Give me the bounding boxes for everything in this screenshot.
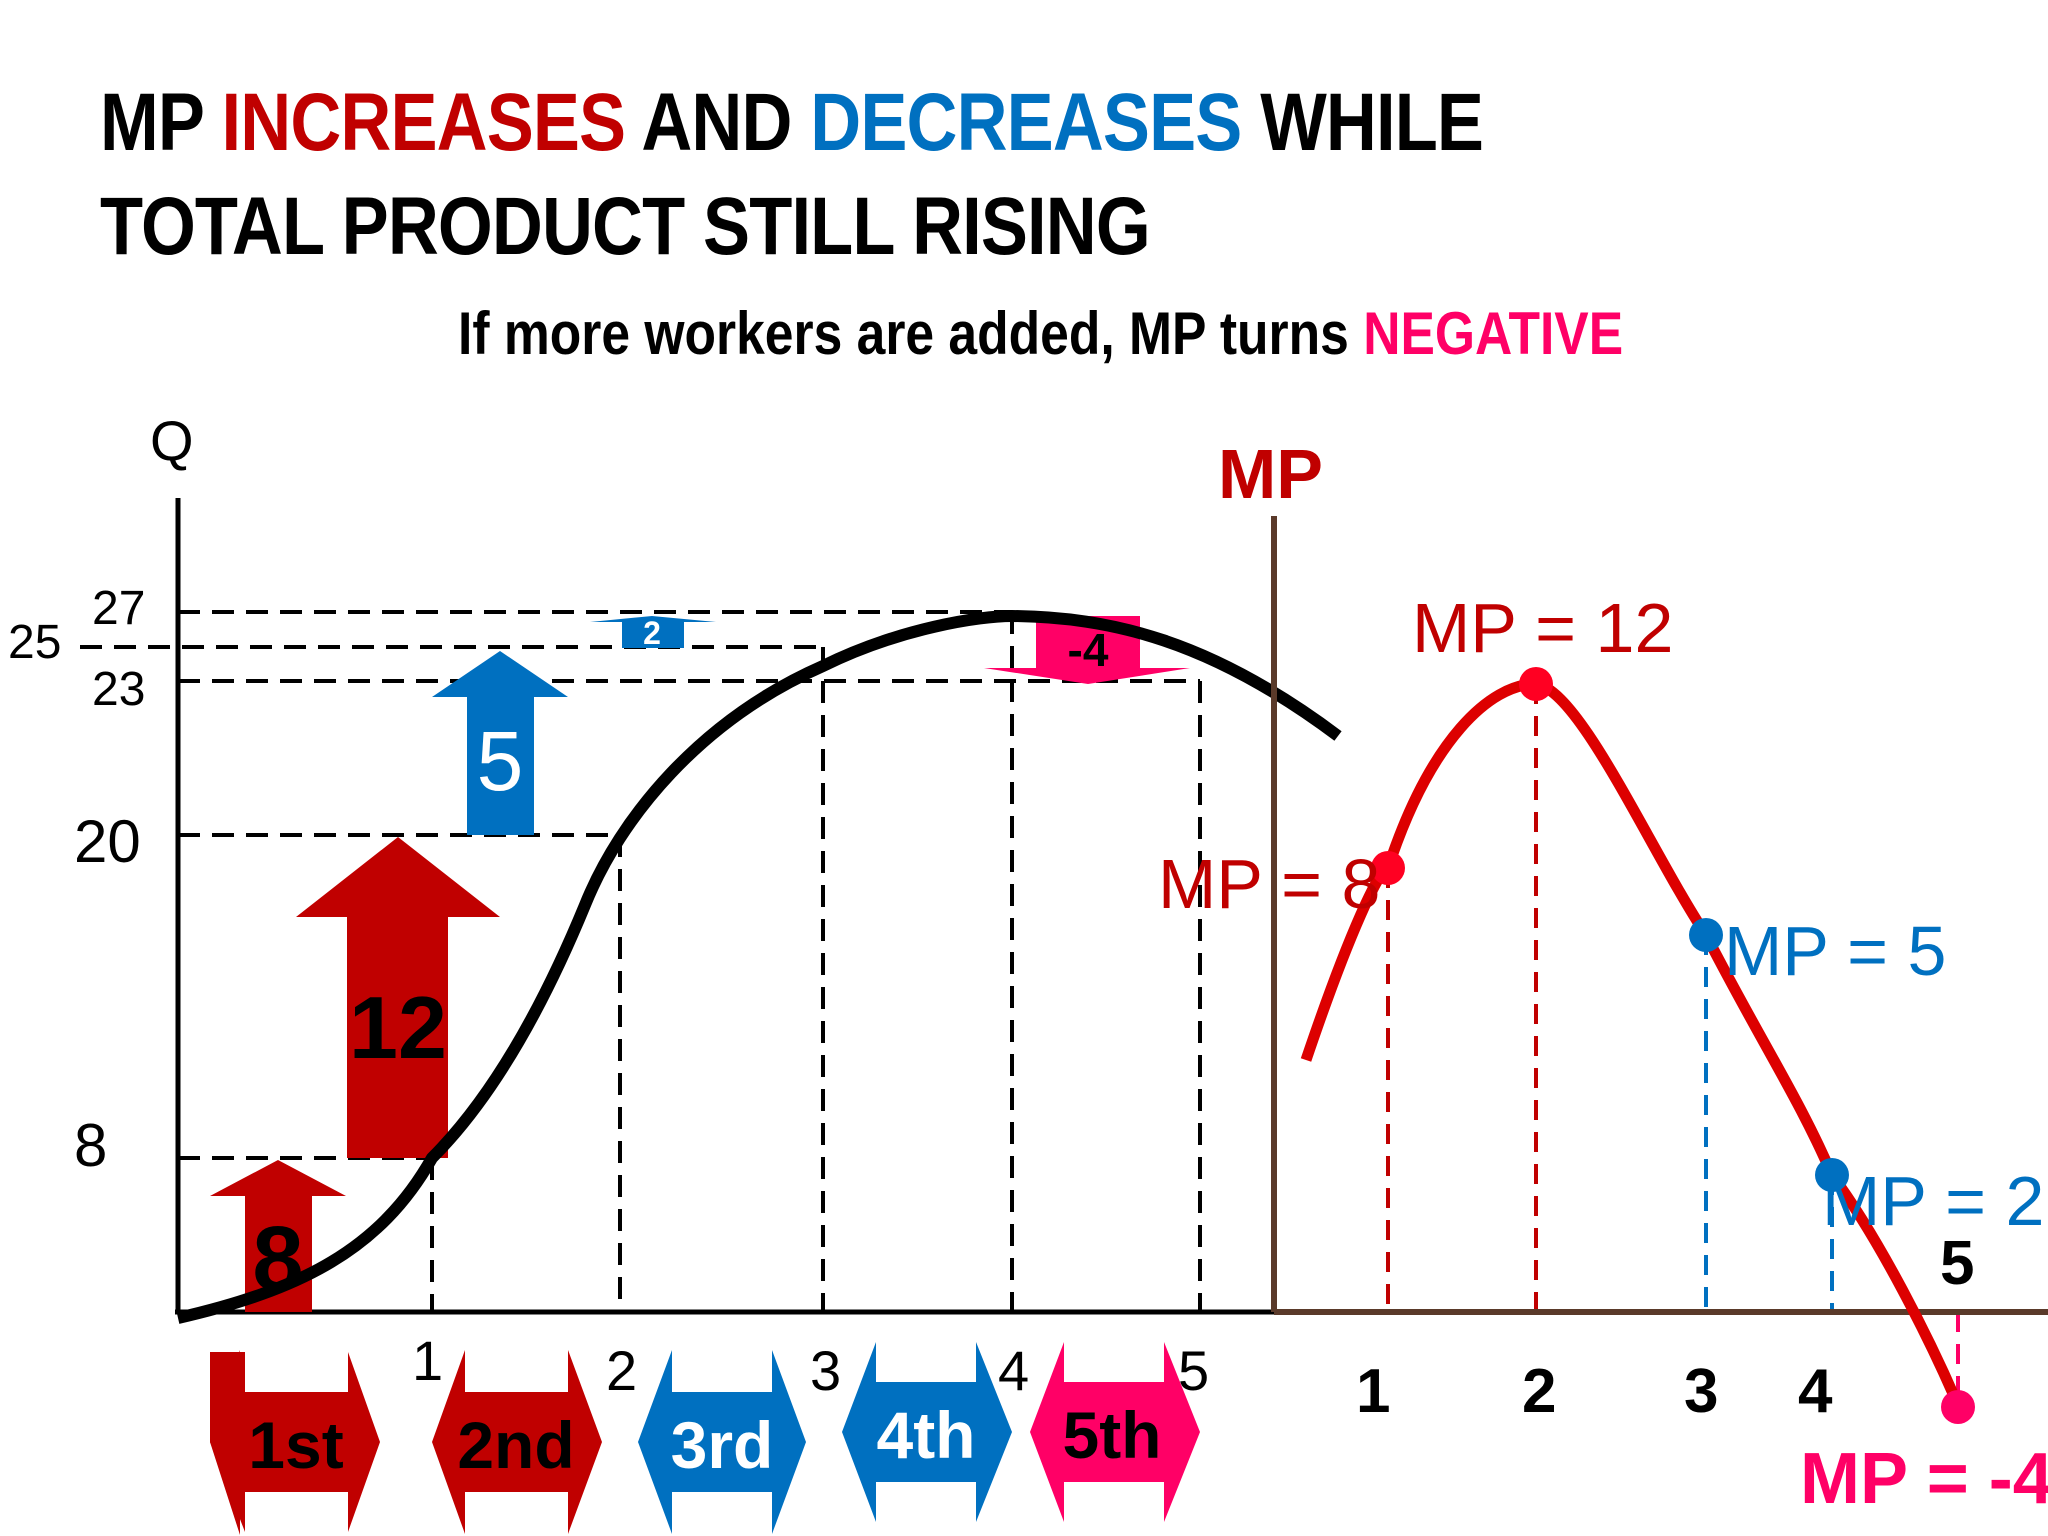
- mp-point-minus-4: [1941, 1390, 1975, 1424]
- mp-label-12: MP = 12: [1412, 589, 1673, 667]
- mp-point-2: [1815, 1158, 1849, 1192]
- worker-arrow-1st: 1st: [210, 1350, 380, 1535]
- increment-label-12: 12: [349, 978, 447, 1077]
- mp-xtick-4: 4: [1798, 1357, 1833, 1426]
- mp-label-5: MP = 5: [1724, 912, 1946, 990]
- worker-label-4th: 4th: [877, 1398, 976, 1472]
- tp-ytick-25: 25: [8, 616, 61, 669]
- worker-arrow-3rd: 3rd: [638, 1350, 806, 1534]
- mp-xtick-5: 5: [1940, 1229, 1974, 1298]
- worker-label-3rd: 3rd: [671, 1408, 774, 1482]
- title-mp: MP: [100, 77, 222, 168]
- tp-ytick-20: 20: [74, 808, 141, 875]
- increment-arrow-12: 12: [296, 837, 500, 1158]
- subtitle-text: If more workers are added, MP turns: [458, 300, 1364, 367]
- title-line-1: MP INCREASES AND DECREASES WHILE: [100, 82, 1484, 164]
- total-product-curve: [176, 609, 1342, 1324]
- worker-label-2nd: 2nd: [457, 1408, 574, 1482]
- mp-label-2: MP = 2: [1822, 1162, 2044, 1240]
- subtitle-negative: NEGATIVE: [1363, 300, 1624, 367]
- mp-label-minus-4: MP = -4: [1800, 1439, 2048, 1519]
- tp-ytick-27: 27: [92, 582, 145, 635]
- tp-xtick-1: 1: [412, 1329, 443, 1392]
- tp-ytick-23: 23: [92, 663, 145, 716]
- worker-arrow-2nd: 2nd: [432, 1350, 602, 1534]
- subtitle: If more workers are added, MP turns NEGA…: [458, 304, 1623, 364]
- title-decreases: DECREASES: [810, 77, 1242, 168]
- mp-dashed-guides: [1386, 684, 1960, 1400]
- worker-label-5th: 5th: [1063, 1398, 1162, 1472]
- increment-label-5: 5: [477, 714, 524, 808]
- mp-point-12: [1519, 667, 1553, 701]
- worker-arrow-4th: 4th: [842, 1342, 1012, 1522]
- mp-point-8: [1371, 851, 1405, 885]
- mp-y-axis-label: MP: [1218, 435, 1323, 513]
- mp-xtick-3: 3: [1684, 1357, 1718, 1426]
- worker-arrow-5th: 5th: [1030, 1342, 1200, 1522]
- increment-arrow-2: 2: [590, 615, 716, 651]
- title-while: WHILE: [1241, 77, 1484, 168]
- mp-label-8: MP = 8: [1158, 845, 1380, 923]
- tp-xtick-2: 2: [606, 1339, 637, 1402]
- increment-label-2: 2: [643, 615, 661, 651]
- tp-xtick-3: 3: [810, 1339, 841, 1402]
- title-increases: INCREASES: [221, 77, 627, 168]
- increment-arrow-5: 5: [432, 651, 568, 835]
- mp-xtick-2: 2: [1522, 1357, 1556, 1426]
- worker-label-1st: 1st: [248, 1408, 343, 1482]
- tp-y-axis-label: Q: [150, 409, 194, 472]
- tp-xtick-4: 4: [998, 1339, 1029, 1402]
- increment-label-minus-4: -4: [1068, 624, 1109, 676]
- tp-ytick-8: 8: [74, 1112, 107, 1179]
- mp-point-5: [1689, 918, 1723, 952]
- title-and: AND: [625, 77, 811, 168]
- mp-xtick-1: 1: [1356, 1357, 1390, 1426]
- title-line-2: TOTAL PRODUCT STILL RISING: [100, 181, 1151, 272]
- marginal-product-curve: [1300, 678, 1964, 1408]
